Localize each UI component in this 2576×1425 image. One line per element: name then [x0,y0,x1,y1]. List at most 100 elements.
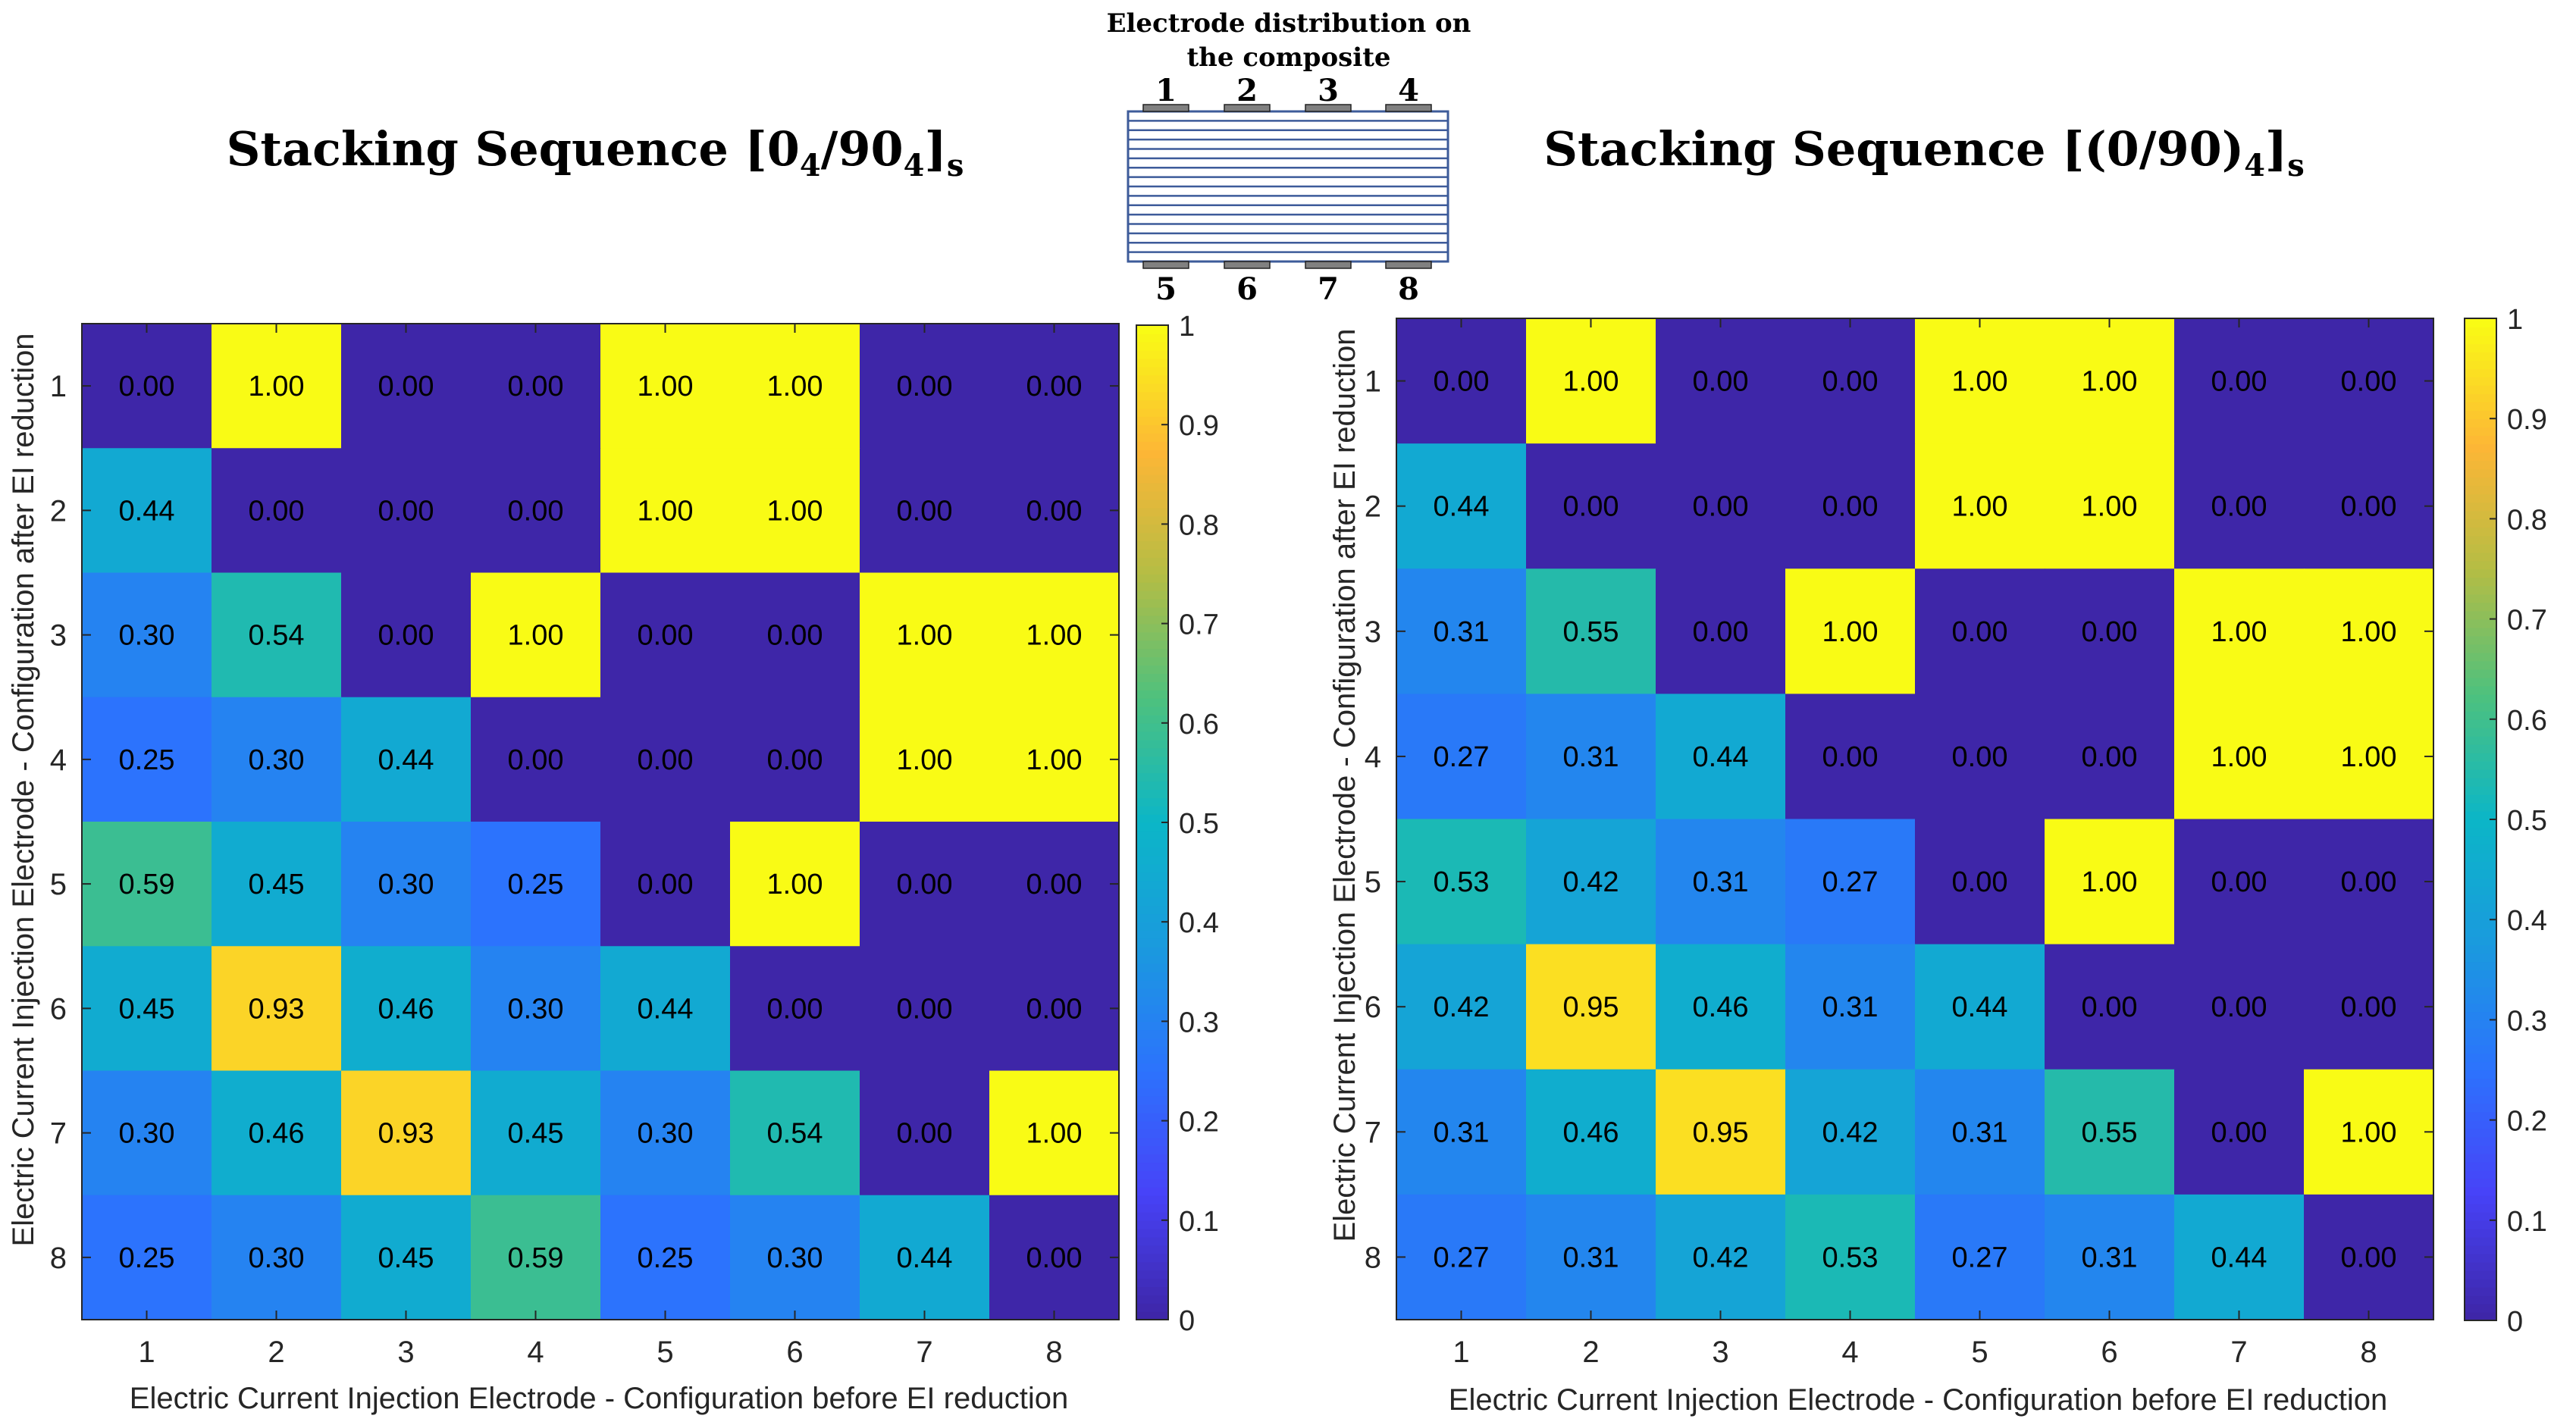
y-tick-label: 1 [50,370,67,403]
heatmap-cell [2304,568,2434,694]
colorbar-segment [2465,1028,2496,1038]
heatmap-cell [860,572,990,698]
cell-value-label: 0.25 [119,744,175,776]
colorbar-segment [2465,669,2496,678]
colorbar-segment [1136,1286,1168,1295]
colorbar-segment [1136,1038,1168,1047]
colorbar-segment [1136,797,1168,806]
heatmap-cell [82,572,212,698]
colorbar-segment [1136,1029,1168,1039]
cell-value-label: 1.00 [1026,620,1083,652]
cell-value-label: 0.00 [1952,866,2008,898]
colorbar-tick-label: 0 [2507,1306,2523,1338]
heatmap-cell [600,697,731,822]
colorbar-segment [2465,585,2496,595]
heatmap-cell [1656,694,1786,820]
heatmap-cell [989,448,1120,574]
cell-value-label: 0.46 [378,993,434,1025]
colorbar-segment [2465,377,2496,386]
cell-value-label: 0.27 [1822,866,1879,898]
colorbar-segment [1136,581,1168,591]
colorbar-segment [1136,515,1168,525]
bottom-electrode [1385,261,1432,269]
colorbar-segment [2465,552,2496,562]
cell-value-label: 1.00 [2341,741,2397,773]
heatmap-cell [2045,443,2175,569]
cell-value-label: 0.30 [638,1118,694,1150]
colorbar-segment [2465,1303,2496,1313]
cell-value-label: 0.45 [378,1242,434,1274]
heatmap-right: Stacking Sequence [(0/90)4]s Electric Cu… [1328,121,2547,1417]
heatmap-cell [2045,1069,2175,1195]
cell-value-label: 0.00 [1822,366,1879,398]
colorbar-segment [1136,1261,1168,1271]
colorbar-segment [2465,1036,2496,1046]
electrodes: 1 2 3 4 5 6 7 8 [1142,73,1432,307]
colorbar-segment [2465,610,2496,620]
colorbar-segment [1136,1220,1168,1229]
heatmap-cell [1396,568,1527,694]
x-tick-label: 6 [786,1336,803,1369]
cell-value-label: 0.00 [2211,366,2267,398]
cell-value-label: 1.00 [1822,616,1879,648]
colorbar-segment [2465,493,2496,503]
heatmap-cell [341,946,472,1072]
colorbar-segment [2465,844,2496,853]
colorbar-segment [2465,677,2496,687]
colorbar-segment [2465,619,2496,628]
heatmap-cell [2304,318,2434,444]
colorbar-segment [1136,441,1168,450]
colorbar-tick-label: 0 [1179,1305,1195,1337]
colorbar-segment [1136,482,1168,492]
colorbar-segment [2465,928,2496,938]
colorbar-segment [2465,502,2496,512]
heatmap-cell [600,946,731,1072]
bottom-electrode-label: 7 [1318,271,1339,307]
colorbar-segment [2465,335,2496,344]
heatmap-cell [860,1195,990,1320]
cell-value-label: 1.00 [2082,366,2138,398]
colorbar-segment [1136,1129,1168,1138]
heatmap-cell [212,1195,342,1320]
colorbar-segment [2465,593,2496,603]
cell-value-label: 0.30 [767,1242,823,1274]
heatmap-cell [212,697,342,822]
heatmap-cell [1785,1194,1916,1320]
bottom-electrode-label: 6 [1236,271,1258,307]
x-tick-label: 2 [268,1336,284,1369]
cell-value-label: 0.00 [1693,616,1749,648]
x-tick-label: 3 [1712,1336,1728,1369]
y-tick-label: 5 [50,868,67,901]
cell-value-label: 0.00 [2341,866,2397,898]
colorbar-segment [2465,518,2496,528]
colorbar-segment [2465,352,2496,361]
colorbar-segment [1136,988,1168,998]
colorbar-tick-label: 1 [1179,311,1195,343]
heatmap-cell [1526,944,1656,1070]
cell-value-label: 0.00 [1563,491,1619,523]
y-tick-label: 2 [1365,490,1381,524]
cell-value-label: 0.00 [119,371,175,402]
heatmap-cell [989,697,1120,822]
heatmap-cell [1396,944,1527,1070]
heatmap-cell [1785,819,1916,945]
colorbar-segment [2465,1120,2496,1129]
x-tick-label: 2 [1582,1336,1599,1369]
heatmap-cell [1526,568,1656,694]
cell-value-label: 0.00 [1026,1242,1083,1274]
colorbar-segment [1136,1253,1168,1263]
cell-value-label: 0.53 [1434,866,1490,898]
colorbar-segment [2465,760,2496,770]
heatmap-cell [1396,443,1527,569]
cell-value-label: 0.00 [1026,371,1083,402]
colorbar-tick-label: 0.7 [2507,605,2547,637]
colorbar-segment [1136,325,1168,334]
y-tick-label: 8 [50,1242,67,1275]
cell-value-label: 0.59 [508,1242,564,1274]
cell-value-label: 0.31 [1563,741,1619,773]
colorbar-segment [2465,635,2496,645]
colorbar-tick-label: 0.5 [1179,808,1219,840]
colorbar-segment [2465,1311,2496,1321]
cell-value-label: 0.44 [119,495,175,527]
colorbar-segment [2465,343,2496,352]
